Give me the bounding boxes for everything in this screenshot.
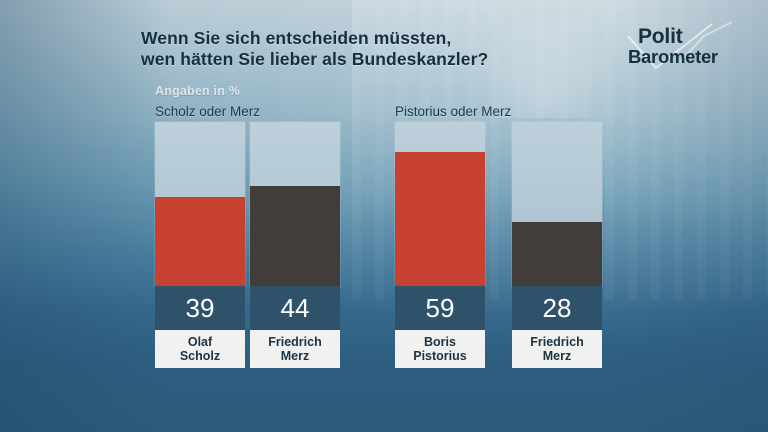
logo-checkmark-icon bbox=[627, 21, 733, 70]
bar-fill bbox=[155, 197, 245, 286]
bar-name-label: Olaf Scholz bbox=[155, 330, 245, 368]
bar-fill bbox=[395, 152, 485, 286]
bar-name-line-1: Boris bbox=[424, 334, 456, 349]
logo-word-barometer: Barometer bbox=[628, 46, 718, 67]
bar-name-line-2: Pistorius bbox=[413, 349, 467, 363]
bar-name-line-2: Merz bbox=[542, 349, 572, 363]
bar-track bbox=[512, 122, 602, 286]
bar-name-label: Friedrich Merz bbox=[512, 330, 602, 368]
bar-fill bbox=[250, 186, 340, 286]
bar-name-label: Friedrich Merz bbox=[250, 330, 340, 368]
units-note: Angaben in % bbox=[155, 84, 241, 98]
bar-track bbox=[250, 122, 340, 286]
logo-word-polit: Polit bbox=[638, 25, 683, 48]
bar-name-line-1: Friedrich bbox=[530, 334, 584, 349]
bar-track bbox=[395, 122, 485, 286]
bar-fill bbox=[512, 222, 602, 286]
bar-value: 28 bbox=[512, 286, 602, 330]
bar-track bbox=[155, 122, 245, 286]
page-title-line-1: Wenn Sie sich entscheiden müssten, bbox=[141, 28, 452, 48]
background-dome-image bbox=[470, 8, 620, 118]
page-title-line-2: wen hätten Sie lieber als Bundeskanzler? bbox=[141, 49, 489, 69]
bar-name-line-2: Merz bbox=[280, 349, 310, 363]
bar-name-line-1: Olaf bbox=[187, 334, 213, 349]
bar-name-line-2: Scholz bbox=[179, 349, 221, 363]
bar-value: 44 bbox=[250, 286, 340, 330]
bar-name-line-1: Friedrich bbox=[268, 334, 322, 349]
bar-name-label: Boris Pistorius bbox=[395, 330, 485, 368]
bar-group-label: Scholz oder Merz bbox=[155, 104, 261, 119]
bar-group-label: Pistorius oder Merz bbox=[395, 104, 512, 119]
bar-value: 59 bbox=[395, 286, 485, 330]
bar-value: 39 bbox=[155, 286, 245, 330]
page-title: Wenn Sie sich entscheiden müssten, wen h… bbox=[141, 28, 641, 70]
polit-barometer-logo: Polit Barometer bbox=[626, 18, 752, 76]
